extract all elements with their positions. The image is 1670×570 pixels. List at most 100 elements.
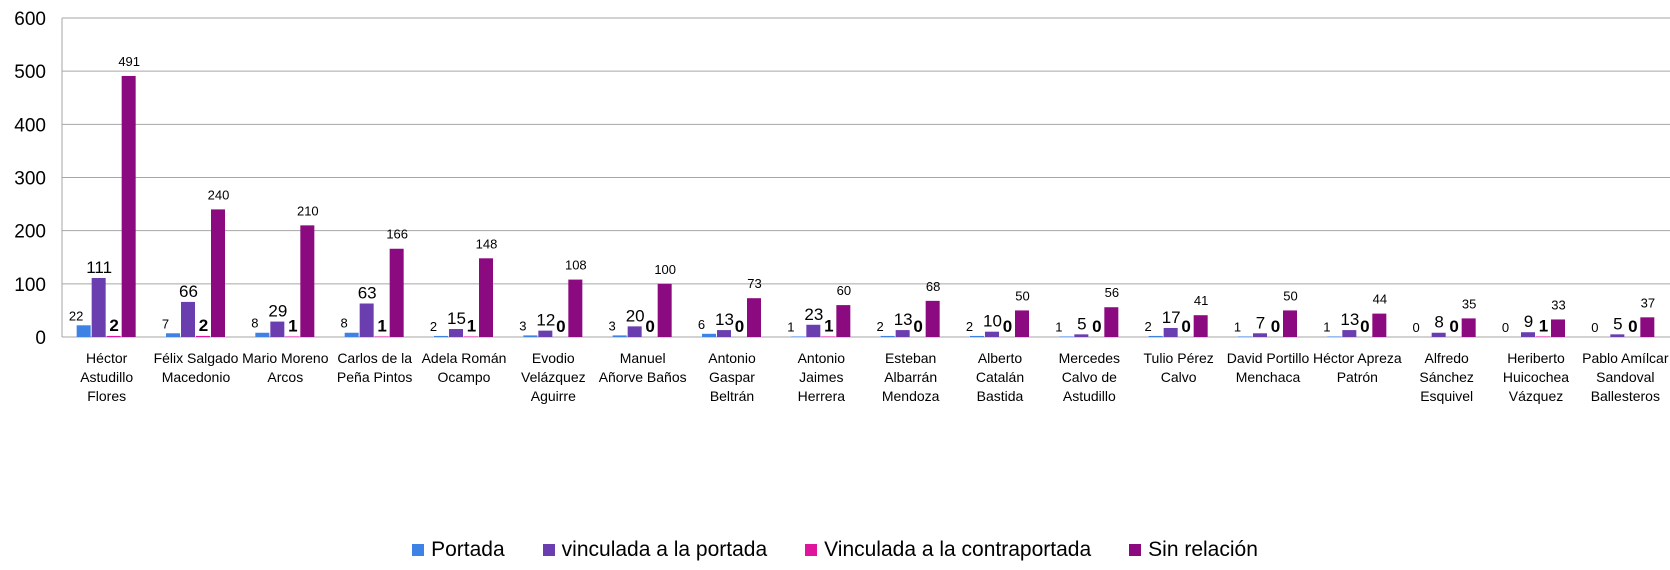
data-label: 20 [626,306,645,325]
legend-swatch [412,544,425,556]
data-label: 29 [268,302,287,321]
data-label: 1 [1055,319,1062,334]
data-label: 1 [377,316,386,335]
legend-swatch [542,544,555,556]
legend-swatch [1129,544,1142,556]
y-tick-label: 600 [14,9,46,30]
legend-item: Portada [412,538,505,562]
bar [359,303,374,337]
y-tick-label: 500 [14,62,46,83]
data-label: 2 [966,319,973,334]
x-tick-label: Félix Salgado Macedonio [153,350,239,385]
bar [1253,333,1267,337]
data-label: 0 [1449,317,1458,336]
x-tick-label: David Portillo Menchaca [1226,350,1310,385]
x-tick-label: Mario Moreno Arcos [242,350,329,385]
data-label: 2 [430,319,437,334]
bar [1104,307,1119,337]
data-label: 13 [1340,310,1359,329]
x-tick-label: Antonio Gaspar Beltrán [708,350,756,404]
legend-item: vinculada a la portada [542,538,768,562]
bar [464,336,478,337]
data-label: 0 [913,317,922,336]
data-label: 0 [1271,317,1280,336]
legend-label: Sin relación [1148,538,1258,561]
data-label: 12 [536,311,555,330]
bar [970,335,984,337]
data-label: 166 [386,227,408,242]
x-tick-label: Adela Román Ocampo [421,350,507,385]
data-label: 148 [476,236,498,251]
data-label: 8 [251,316,258,331]
data-label: 0 [1092,317,1101,336]
data-label: 37 [1641,295,1655,310]
legend-item: Sin relación [1129,538,1258,562]
x-tick-label: Antonio Jaimes Herrera [797,350,846,404]
data-label: 0 [1003,317,1012,336]
bar [1610,334,1625,337]
x-tick-label: Heriberto Huicochea Vázquez [1502,350,1570,404]
bar [1640,317,1655,337]
x-tick-label: Alfredo Sánchez Esquivel [1419,350,1474,404]
bar [181,301,195,337]
bar [434,335,448,337]
legend-label: vinculada a la portada [561,538,768,561]
data-label: 2 [109,316,118,335]
data-label: 3 [519,318,526,333]
bar [612,335,627,337]
data-label: 240 [208,187,230,202]
bar [523,335,538,337]
x-tick-label: Tulio Pérez Calvo [1143,350,1214,385]
bar [880,335,895,337]
legend-swatch [805,544,818,556]
bar [806,324,821,337]
x-tick-label: Héctor Apreza Patrón [1312,350,1402,385]
data-label: 1 [1323,319,1330,334]
data-label: 63 [358,284,377,303]
data-label: 22 [69,308,83,323]
data-label: 7 [1256,313,1265,332]
x-tick-label: Evodio Velázquez Aguirre [521,350,586,404]
bar [657,283,672,337]
data-label: 108 [565,258,587,273]
bar [895,330,910,337]
data-label: 0 [1591,320,1598,335]
bar [702,333,716,337]
data-label: 0 [735,317,744,336]
bar [166,333,180,337]
bar [1238,336,1252,337]
y-tick-label: 300 [14,169,46,190]
data-label: 2 [199,316,208,335]
y-tick-label: 0 [35,328,46,349]
data-label: 50 [1283,288,1297,303]
y-tick-label: 400 [14,115,46,136]
data-label: 23 [804,305,823,324]
data-label: 2 [877,319,884,334]
data-label: 0 [1360,317,1369,336]
bar [300,225,315,337]
bar [1521,332,1535,337]
data-label: 10 [983,312,1002,331]
data-label: 111 [86,258,112,277]
bar [211,209,225,337]
data-label: 0 [1181,317,1190,336]
data-label: 73 [747,276,761,291]
data-label: 1 [1234,319,1241,334]
data-label: 1 [824,316,833,335]
data-label: 33 [1551,297,1565,312]
y-tick-label: 100 [14,275,46,296]
x-tick-label: Esteban Albarrán Mendoza [881,350,940,404]
bar [1536,336,1550,337]
data-label: 100 [654,262,676,277]
data-label: 9 [1524,312,1533,331]
bar [1163,327,1178,337]
data-label: 0 [1502,320,1509,335]
data-label: 13 [894,310,913,329]
bar [791,336,806,337]
data-label: 7 [162,316,169,331]
legend: Portada vinculada a la portada Vinculada a… [0,538,1670,562]
bar [925,300,940,337]
data-label: 491 [118,54,140,69]
data-label: 1 [787,319,794,334]
legend-item: Vinculada a la contraportada [805,538,1091,562]
